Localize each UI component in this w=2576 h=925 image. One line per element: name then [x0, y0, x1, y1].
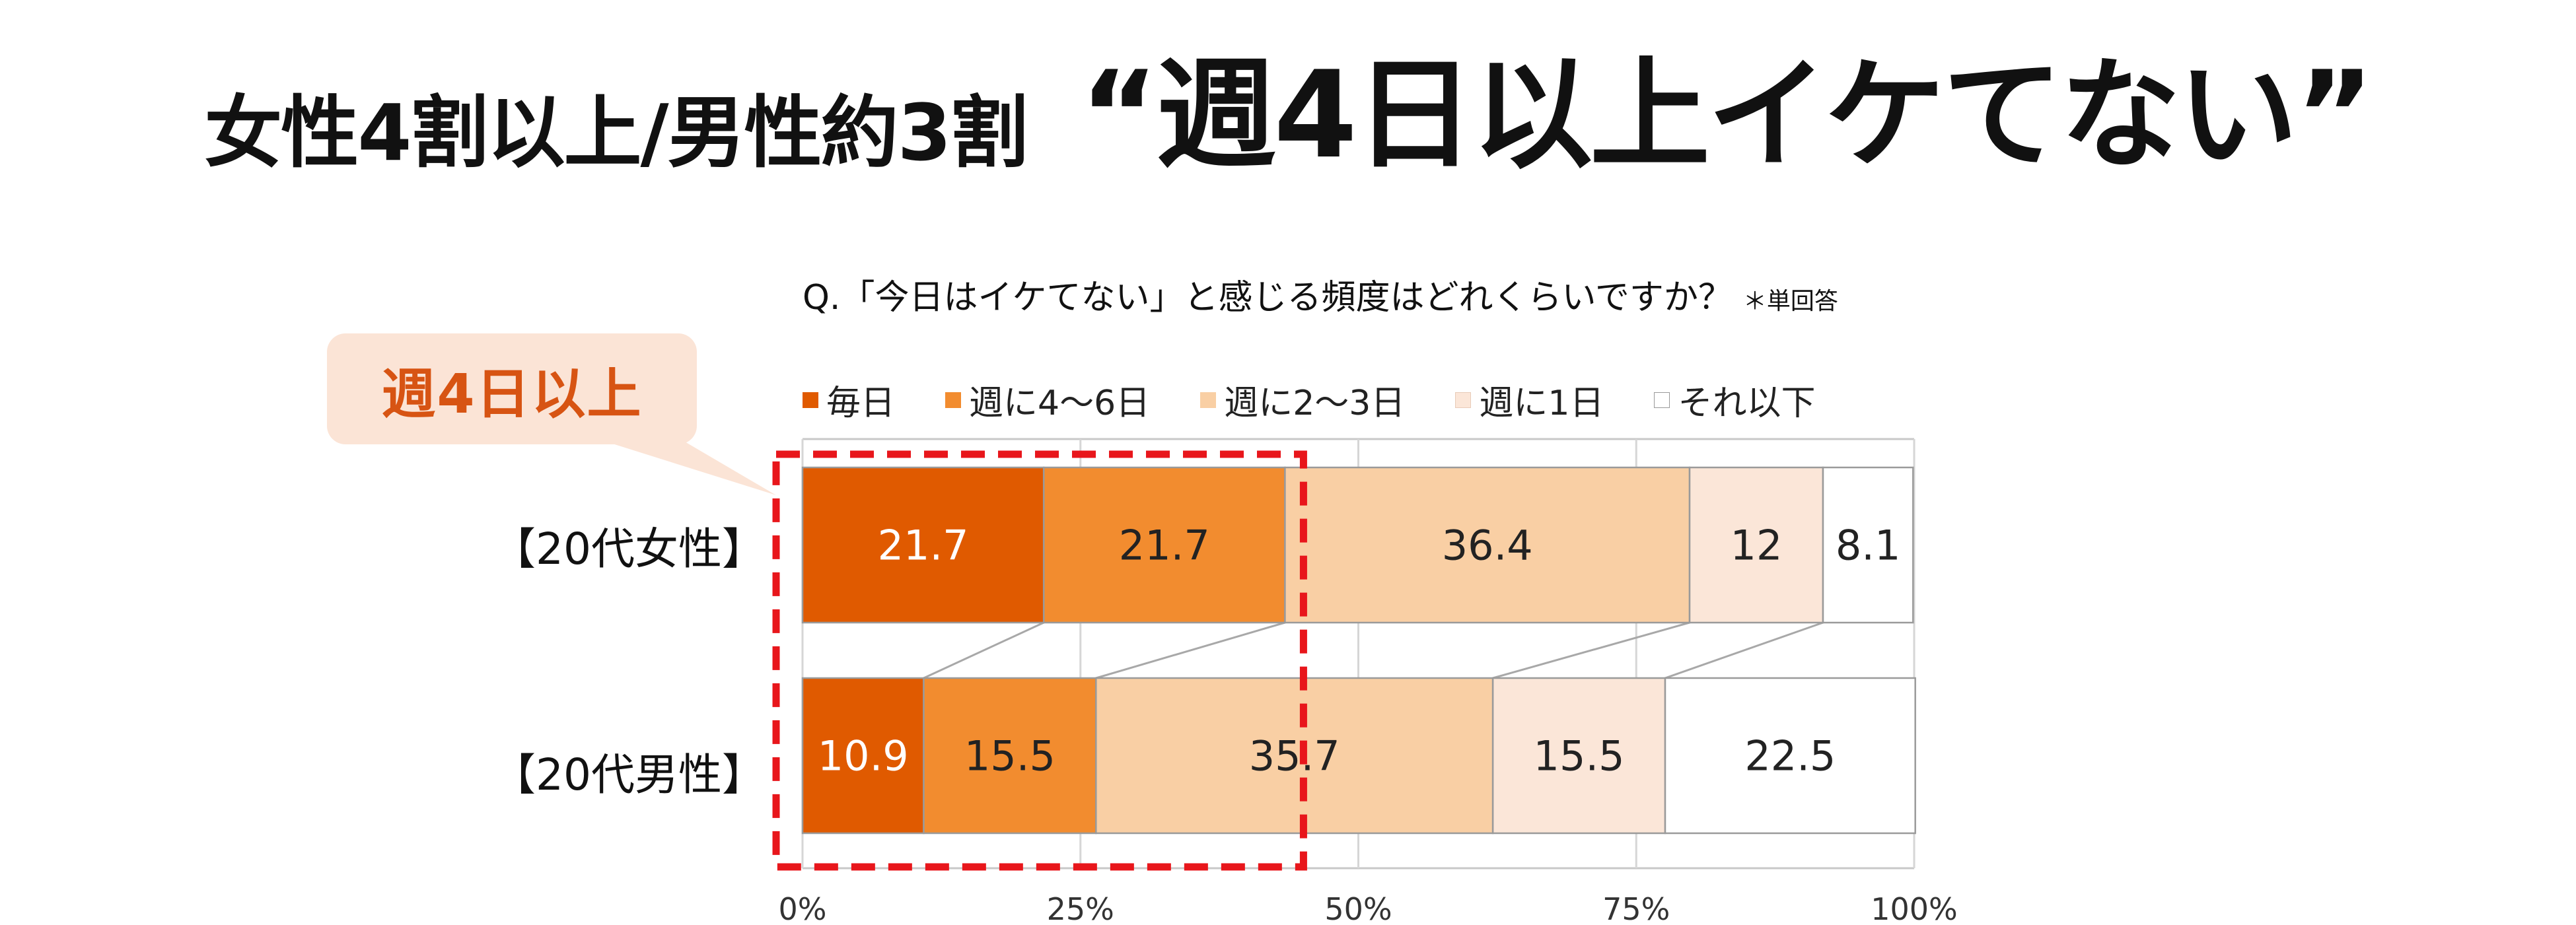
title-right: “週4日以上イケてない”	[1079, 45, 2375, 185]
legend-swatch-5	[1654, 392, 1670, 408]
legend-label-2: 週に4～6日	[969, 384, 1151, 423]
bar-value-label-1-4: 12	[1731, 522, 1783, 570]
bar-value-label-1-3: 36.4	[1442, 522, 1533, 570]
title-left: 女性4割以上/男性約3割	[204, 87, 1028, 178]
bar-value-label-1-1: 21.7	[878, 522, 969, 570]
legend-label-5: それ以下	[1678, 384, 1816, 423]
bar-value-label-1-2: 21.7	[1119, 522, 1210, 570]
highlight-dashed-box	[772, 450, 1307, 871]
y-label-male: 【20代男性】	[492, 749, 766, 800]
legend-swatch-3	[1200, 392, 1217, 408]
bar-value-label-1-5: 8.1	[1836, 522, 1901, 570]
connector-line-2	[1095, 621, 1285, 679]
x-tick-label-75: 75%	[1602, 891, 1670, 925]
bar-segment-2-1	[801, 677, 925, 835]
callout-label: 週4日以上	[381, 362, 643, 426]
x-tick-label-25: 25%	[1047, 891, 1114, 925]
x-tick-label-50: 50%	[1324, 891, 1392, 925]
bar-value-label-2-1: 10.9	[818, 732, 909, 780]
bar-segment-1-1	[801, 466, 1045, 624]
y-label-female: 【20代女性】	[492, 524, 766, 574]
bar-segment-2-2	[923, 677, 1097, 835]
x-tick-label-100: 100%	[1871, 891, 1958, 925]
question-text: Q.「今日はイケてない」と感じる頻度はどれくらいですか？	[803, 278, 1733, 318]
bar-segment-1-2	[1042, 466, 1286, 624]
legend-item-5: それ以下	[1654, 375, 1815, 425]
legend-item-3: 週に2～3日	[1200, 375, 1405, 425]
legend-item-4: 週に1日	[1455, 375, 1604, 425]
legend-swatch-2	[945, 392, 962, 408]
legend-item-1: 毎日	[803, 375, 895, 425]
question: Q.「今日はイケてない」と感じる頻度はどれくらいですか？ ＊単回答	[803, 269, 1838, 319]
connector-line-4	[1664, 621, 1824, 679]
legend-swatch-4	[1455, 392, 1472, 408]
legend-label-4: 週に1日	[1479, 384, 1604, 423]
bar-segment-2-4	[1491, 677, 1666, 835]
bar-value-label-2-4: 15.5	[1534, 732, 1625, 780]
title-row: 女性4割以上/男性約3割 “週4日以上イケてない”	[0, 45, 2576, 191]
legend-label-1: 毎日	[826, 384, 896, 423]
bar-value-label-2-2: 15.5	[964, 732, 1055, 780]
x-tick-label-0: 0%	[779, 891, 827, 925]
connector-line-3	[1492, 621, 1690, 679]
connector-line-1	[923, 621, 1044, 679]
legend-label-3: 週に2～3日	[1224, 384, 1406, 423]
legend: 毎日 週に4～6日 週に2～3日 週に1日 それ以下	[803, 375, 1865, 425]
bar-value-label-2-5: 22.5	[1744, 732, 1836, 780]
bar-segment-2-5	[1664, 677, 1916, 835]
bar-segment-1-5	[1822, 466, 1914, 624]
bar-segment-2-3	[1095, 677, 1494, 835]
legend-item-2: 週に4～6日	[945, 375, 1150, 425]
callout-bubble: 週4日以上	[327, 333, 697, 444]
legend-swatch-1	[803, 392, 818, 408]
bar-segment-1-4	[1688, 466, 1824, 624]
bar-value-label-2-3: 35.7	[1249, 732, 1340, 780]
bar-segment-1-3	[1284, 466, 1691, 624]
question-note: ＊単回答	[1742, 288, 1838, 315]
